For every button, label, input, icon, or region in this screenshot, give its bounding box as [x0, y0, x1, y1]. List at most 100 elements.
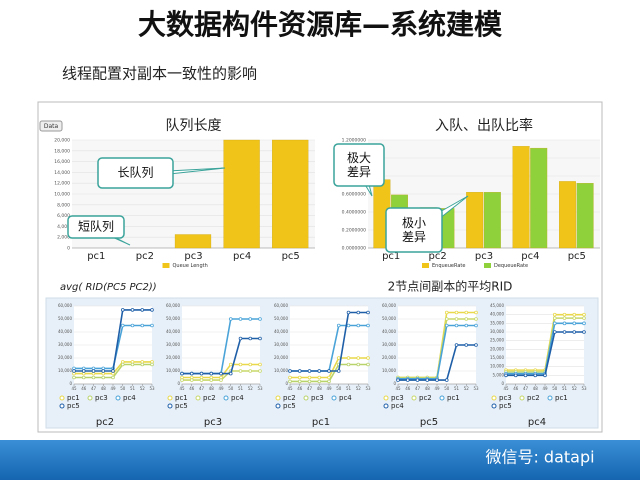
point — [189, 371, 194, 376]
point — [552, 312, 557, 317]
y-tick-label: 20,000 — [54, 138, 70, 144]
y-tick-label: 10,000 — [166, 368, 180, 373]
point — [180, 378, 184, 382]
y-tick-label: 10,000 — [54, 192, 70, 198]
legend-swatch — [491, 403, 497, 409]
x-tick-label: 53 — [581, 386, 587, 391]
point — [582, 316, 586, 320]
x-tick-label: 50 — [552, 386, 558, 391]
y-tick-label: 60,000 — [166, 303, 180, 308]
callout-box — [97, 157, 174, 189]
x-tick-label: 45 — [71, 386, 77, 391]
y-tick-label: 60,000 — [274, 303, 288, 308]
point — [444, 317, 449, 321]
legend-label: pc3 — [95, 394, 108, 402]
legend-label: pc3 — [391, 394, 404, 402]
legend-label: pc5 — [175, 402, 188, 410]
point — [258, 362, 262, 367]
point — [474, 317, 478, 321]
point — [238, 369, 243, 373]
legend-label: pc1 — [555, 394, 568, 402]
point — [297, 379, 302, 384]
point — [317, 379, 322, 384]
x-tick-label: 52 — [464, 386, 470, 391]
point — [307, 379, 312, 384]
y-tick-label: 10,000 — [274, 368, 288, 373]
legend-swatch — [303, 395, 309, 401]
point — [101, 369, 106, 373]
y-tick-label: 20,000 — [490, 346, 504, 351]
y-tick-label: 0 — [501, 381, 504, 386]
legend-swatch — [422, 263, 429, 268]
callout-text: 长队列 — [117, 165, 153, 180]
x-tick-label: 49 — [542, 386, 548, 391]
y-tick-label: 50,000 — [274, 316, 288, 321]
y-tick-label: 18,000 — [54, 148, 70, 154]
x-tick-label: 46 — [513, 386, 519, 391]
x-axis-label: pc4 — [528, 417, 546, 428]
y-tick-label: 40,000 — [58, 329, 72, 334]
point — [120, 308, 125, 312]
point — [582, 321, 586, 326]
point — [523, 373, 528, 378]
point — [552, 330, 557, 334]
data-button-label[interactable]: Data — [44, 123, 59, 130]
legend-swatch — [167, 395, 173, 401]
y-tick-label: 30,000 — [490, 329, 504, 334]
x-tick-label: 51 — [238, 386, 244, 391]
y-tick-label: 50,000 — [382, 316, 396, 321]
point — [346, 310, 351, 315]
point — [396, 378, 400, 382]
point — [513, 373, 518, 378]
legend-swatch — [167, 403, 173, 409]
point — [562, 330, 567, 334]
x-tick-label: 45 — [179, 386, 185, 391]
point — [464, 310, 469, 315]
x-tick-label: 51 — [346, 386, 352, 391]
point — [228, 362, 233, 367]
point — [297, 369, 302, 373]
y-tick-label: 40,000 — [274, 329, 288, 334]
point — [346, 323, 351, 328]
point — [504, 373, 508, 378]
point — [180, 371, 184, 376]
y-tick-label: 0.6000000 — [342, 192, 366, 198]
x-tick-label: 47 — [523, 386, 529, 391]
point — [258, 369, 262, 373]
y-tick-label: 25,000 — [490, 338, 504, 343]
y-tick-label: 10,000 — [382, 368, 396, 373]
point — [189, 378, 194, 382]
point — [288, 369, 292, 373]
callout-box — [385, 207, 443, 253]
point — [111, 375, 115, 380]
y-tick-label: 30,000 — [274, 342, 288, 347]
legend-label: pc3 — [311, 394, 324, 402]
data-button[interactable] — [39, 120, 63, 132]
point — [219, 378, 223, 382]
point — [238, 336, 243, 341]
x-tick-label: 50 — [336, 386, 342, 391]
legend-label: pc5 — [283, 402, 296, 410]
point — [140, 362, 145, 367]
legend-label: pc1 — [447, 394, 460, 402]
callout-box — [67, 215, 125, 239]
rid-title: 2节点间副本的平均RID — [388, 279, 513, 294]
legend-swatch — [383, 395, 389, 401]
legend-label: pc2 — [203, 394, 216, 402]
point — [219, 371, 223, 376]
y-tick-label: 40,000 — [166, 329, 180, 334]
point — [562, 316, 567, 320]
x-tick-label: 50 — [444, 386, 450, 391]
x-tick-label: 46 — [405, 386, 411, 391]
point — [444, 323, 449, 328]
x-tick-label: 48 — [533, 386, 539, 391]
x-tick-label: 52 — [356, 386, 362, 391]
point — [356, 310, 361, 315]
point — [317, 369, 322, 373]
point — [258, 336, 262, 341]
x-tick-label: pc2 — [136, 251, 154, 262]
legend-label: DequeueRate — [494, 263, 528, 269]
x-tick-label: pc3 — [184, 251, 202, 262]
bar — [272, 139, 309, 249]
